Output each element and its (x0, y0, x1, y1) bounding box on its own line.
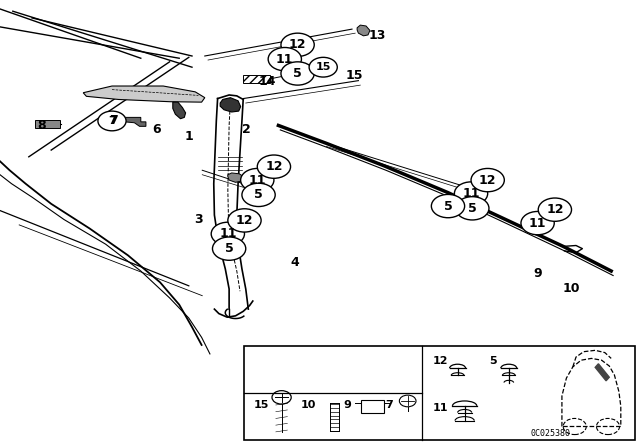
Text: 12: 12 (265, 160, 283, 173)
Text: 9: 9 (344, 400, 351, 409)
Text: 15: 15 (316, 62, 331, 72)
Text: 5: 5 (489, 356, 497, 366)
Circle shape (281, 62, 314, 85)
Circle shape (521, 211, 554, 235)
Text: 12: 12 (479, 173, 497, 187)
Text: 10: 10 (301, 400, 316, 409)
Text: 1: 1 (184, 130, 193, 143)
Text: 7: 7 (109, 114, 118, 128)
Polygon shape (173, 102, 186, 119)
Circle shape (281, 33, 314, 56)
Circle shape (268, 47, 301, 71)
Text: 12: 12 (546, 203, 564, 216)
Text: 2: 2 (242, 123, 251, 137)
Text: 12: 12 (236, 214, 253, 227)
Circle shape (212, 237, 246, 260)
Text: 8: 8 (37, 119, 46, 132)
Text: 11: 11 (219, 227, 237, 241)
Text: 11: 11 (276, 52, 294, 66)
Text: 11: 11 (462, 187, 480, 200)
Text: 5: 5 (225, 242, 234, 255)
Text: 15: 15 (254, 400, 269, 409)
Bar (361, 400, 384, 413)
Circle shape (242, 183, 275, 207)
Circle shape (257, 155, 291, 178)
Circle shape (309, 57, 337, 77)
Text: 6: 6 (152, 123, 161, 137)
Text: 13: 13 (369, 29, 387, 43)
Text: 15: 15 (346, 69, 364, 82)
Polygon shape (220, 98, 241, 112)
Circle shape (454, 182, 488, 205)
Polygon shape (595, 364, 609, 381)
Text: 7: 7 (385, 400, 393, 409)
Circle shape (471, 168, 504, 192)
Text: 5: 5 (254, 188, 263, 202)
Text: 10: 10 (563, 282, 580, 296)
Text: 7: 7 (108, 116, 116, 126)
Polygon shape (83, 86, 205, 102)
Circle shape (431, 194, 465, 218)
Polygon shape (228, 173, 243, 182)
Text: 3: 3 (194, 213, 203, 226)
Text: 11: 11 (433, 403, 448, 413)
Bar (243, 75, 270, 83)
Text: 11: 11 (248, 173, 266, 187)
Circle shape (98, 111, 126, 131)
Circle shape (211, 222, 244, 246)
Bar (35, 120, 60, 128)
Circle shape (228, 209, 261, 232)
Circle shape (241, 168, 274, 192)
Text: 12: 12 (433, 356, 448, 366)
Text: 4: 4 (290, 255, 299, 269)
Circle shape (538, 198, 572, 221)
Text: 5: 5 (293, 67, 302, 80)
Text: 0C025380: 0C025380 (531, 429, 570, 438)
Text: 5: 5 (444, 199, 452, 213)
Text: 12: 12 (289, 38, 307, 52)
Polygon shape (357, 25, 370, 36)
Text: 14: 14 (259, 75, 276, 88)
Circle shape (456, 197, 489, 220)
Text: 9: 9 (533, 267, 542, 280)
Text: 11: 11 (529, 216, 547, 230)
Polygon shape (125, 117, 146, 126)
Text: 5: 5 (468, 202, 477, 215)
Bar (244, 346, 635, 440)
